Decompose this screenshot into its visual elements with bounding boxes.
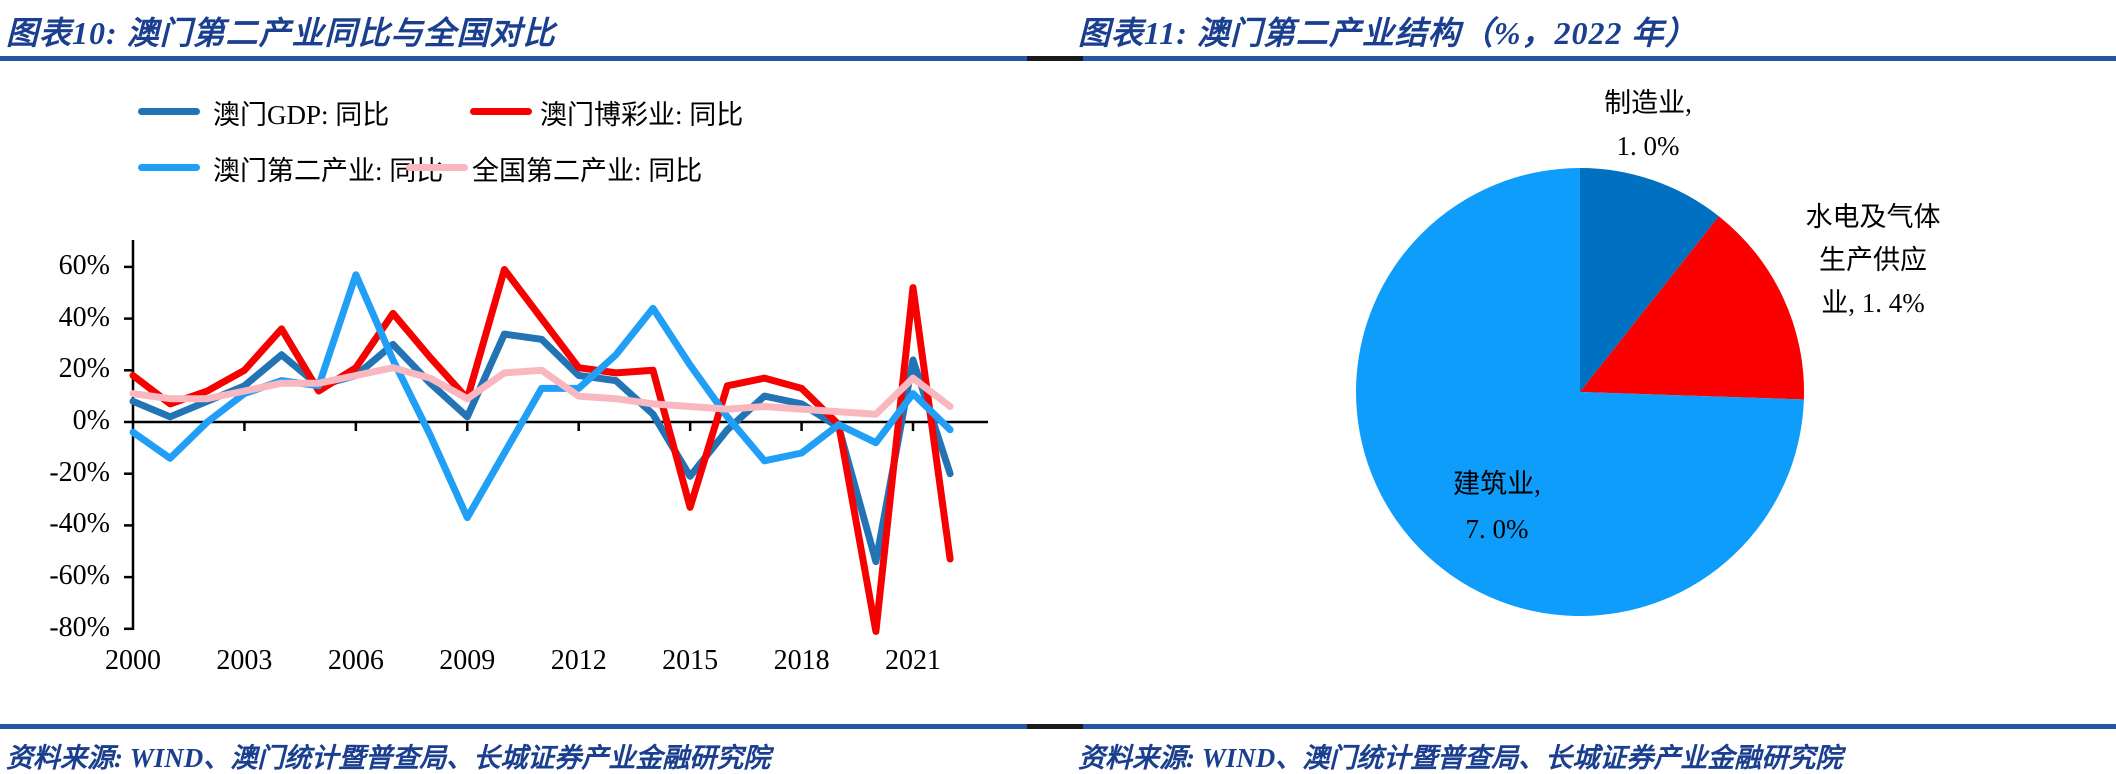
x-axis-label: 2015 — [662, 645, 719, 676]
pie-slice-manufacturing — [1580, 168, 1719, 392]
pie-label-line: 制造业, — [1604, 88, 1692, 118]
x-axis-label: 2000 — [105, 645, 161, 676]
legend-swatch-2 — [138, 164, 200, 171]
legend-label-3: 全国第二产业: 同比 — [472, 156, 703, 186]
x-axis-label: 2018 — [773, 645, 830, 676]
y-axis-label: 20% — [58, 353, 110, 385]
y-axis-label: -40% — [49, 508, 110, 540]
x-axis-label: 2003 — [216, 645, 273, 676]
source-rule-left — [0, 724, 1027, 729]
source-rule-joint — [1027, 724, 1083, 729]
pie-label-line: 1. 0% — [1616, 131, 1680, 161]
legend-swatch-0 — [138, 108, 200, 115]
left-chart-source: 资料来源: WIND、澳门统计暨普查局、长城证券产业金融研究院 — [6, 743, 771, 773]
title-underline-left — [0, 56, 1027, 61]
pie-label-utilities: 水电及气体 生产供应 业, 1. 4% — [1765, 196, 1981, 325]
series-line-3 — [129, 364, 954, 418]
source-rule-right — [1083, 724, 2116, 729]
pie-label-line: 生产供应 — [1819, 245, 1927, 275]
pie-label-manufacturing: 制造业, 1. 0% — [1553, 82, 1743, 168]
y-axis-label: -80% — [49, 611, 110, 643]
right-chart-source: 资料来源: WIND、澳门统计暨普查局、长城证券产业金融研究院 — [1078, 743, 1843, 773]
legend-swatch-3 — [406, 164, 468, 171]
right-chart-title: 图表11: 澳门第二产业结构（%，2022 年） — [1078, 15, 1698, 51]
y-axis-label: -20% — [49, 456, 110, 488]
left-chart-title: 图表10: 澳门第二产业同比与全国对比 — [6, 15, 556, 51]
y-axis-label: 40% — [58, 301, 110, 333]
pie-label-line: 水电及气体 — [1805, 202, 1941, 232]
legend-swatch-1 — [470, 108, 532, 115]
pie-label-line: 业, 1. 4% — [1821, 288, 1925, 318]
pie-slice-utilities — [1580, 216, 1805, 400]
pie-slice-construction — [1356, 168, 1804, 616]
series-line-1 — [129, 266, 954, 635]
title-underline-right — [1083, 56, 2116, 61]
legend-label-1: 澳门博彩业: 同比 — [540, 100, 744, 130]
x-axis-label: 2006 — [327, 645, 384, 676]
y-axis-label: 60% — [58, 249, 110, 281]
legend-label-0: 澳门GDP: 同比 — [213, 100, 390, 130]
y-axis-label: 0% — [72, 405, 110, 436]
pie-label-line: 建筑业, — [1453, 469, 1541, 499]
x-axis-label: 2021 — [885, 645, 941, 676]
series-line-2 — [129, 271, 954, 522]
pie-label-construction: 建筑业, 7. 0% — [1402, 462, 1592, 552]
title-underline-joint — [1027, 56, 1083, 61]
x-axis-label: 2009 — [439, 645, 496, 676]
x-axis-label: 2012 — [550, 645, 607, 676]
legend-label-2: 澳门第二产业: 同比 — [213, 156, 444, 186]
pie-label-line: 7. 0% — [1465, 514, 1529, 544]
y-axis-label: -60% — [49, 560, 110, 592]
